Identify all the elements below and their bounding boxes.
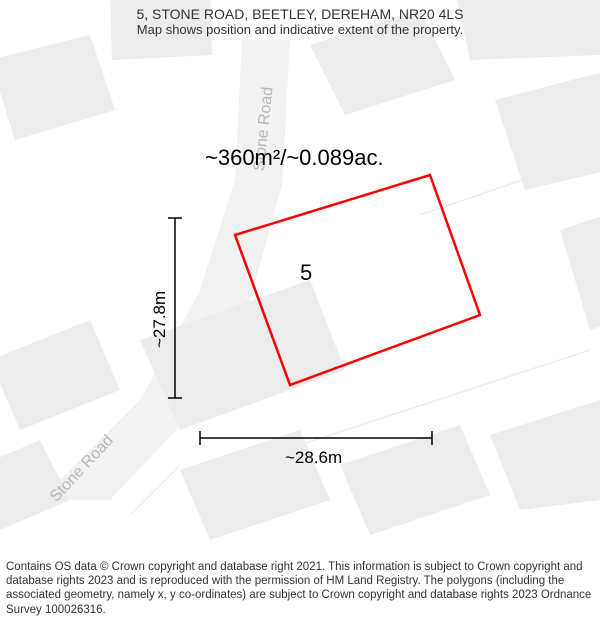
building-shape: [560, 210, 600, 330]
dimension-horizontal-label: ~28.6m: [285, 448, 342, 468]
copyright-footer: Contains OS data © Crown copyright and d…: [0, 556, 600, 625]
header: 5, STONE ROAD, BEETLEY, DEREHAM, NR20 4L…: [0, 0, 600, 39]
area-label: ~360m²/~0.089ac.: [205, 145, 384, 171]
address-title: 5, STONE ROAD, BEETLEY, DEREHAM, NR20 4L…: [10, 6, 590, 22]
dimension-horizontal: [200, 431, 432, 445]
building-shape: [0, 320, 120, 430]
building-shape: [340, 425, 490, 535]
building-shape: [180, 430, 330, 540]
building-shape: [0, 35, 115, 140]
parcel-line: [130, 465, 180, 515]
plot-number: 5: [300, 260, 312, 286]
dimension-vertical-label: ~27.8m: [150, 291, 170, 348]
building-shape: [490, 400, 600, 510]
header-subtitle: Map shows position and indicative extent…: [10, 22, 590, 37]
